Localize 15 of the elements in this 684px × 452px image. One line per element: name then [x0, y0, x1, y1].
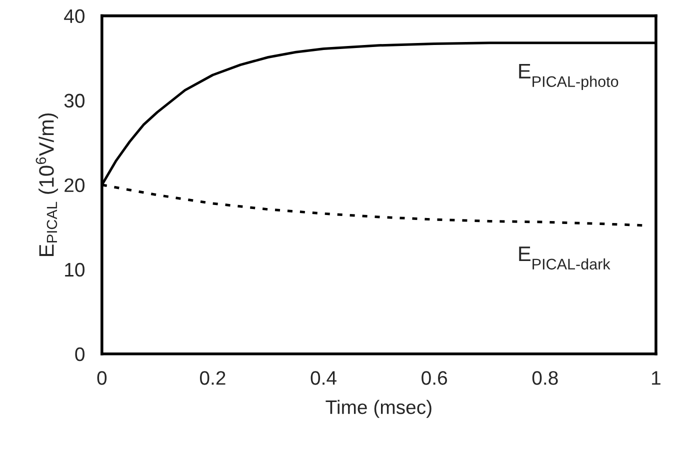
y-tick-label: 40: [64, 9, 84, 24]
x-axis-title: Time (msec): [326, 400, 432, 418]
x-tick-label: 0.2: [200, 371, 226, 385]
x-tick-label: 0.8: [532, 371, 558, 385]
y-tick-label: 20: [64, 178, 84, 192]
series-label: EPICAL-dark: [519, 246, 610, 270]
y-axis-title: E$_{PICAL}$ (10$^{6}$V/m): [36, 113, 58, 256]
x-tick-label: 1: [652, 371, 660, 385]
y-tick-label: 10: [65, 262, 84, 277]
y-tick-label: 0: [75, 347, 84, 362]
series-label: EPICAL-photo: [519, 64, 618, 90]
y-tick-label: 30: [64, 94, 84, 108]
x-tick-label: 0.6: [422, 371, 447, 385]
x-tick-label: 0: [97, 371, 107, 385]
x-tick-label: 0.4: [310, 371, 336, 385]
